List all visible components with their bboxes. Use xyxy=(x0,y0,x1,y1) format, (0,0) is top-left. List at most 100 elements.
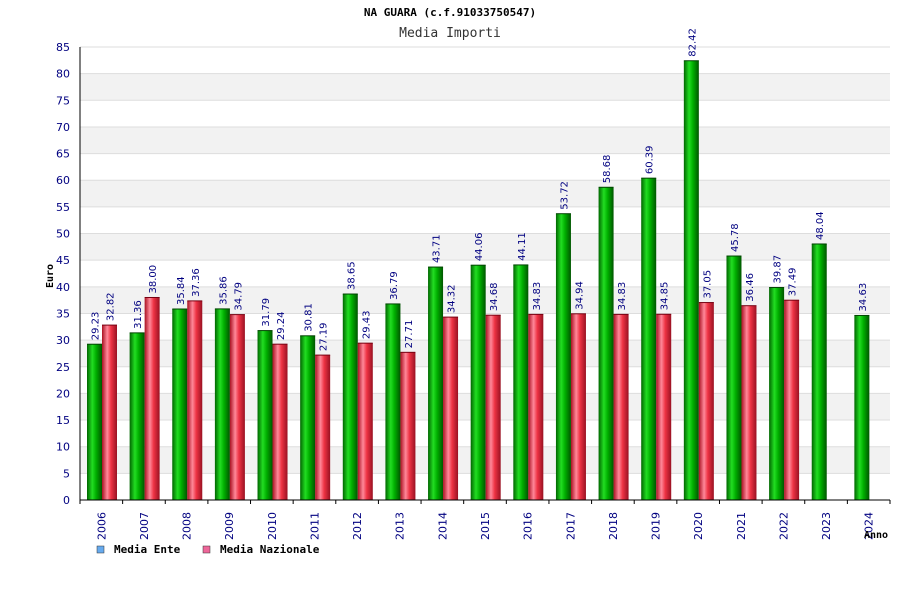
value-label-media-nazionale-2021: 36.46 xyxy=(745,273,756,302)
legend-swatch-media-nazionale xyxy=(202,545,211,554)
value-labels: 29.23 32.82 31.36 38.00 35.84 37.36 35.86 34.79… xyxy=(91,28,869,351)
bar-media-nazionale-2017 xyxy=(570,313,586,500)
legend-label-media-ente: Media Ente xyxy=(114,543,181,556)
background-band xyxy=(80,47,890,74)
bar-media-nazionale-2013 xyxy=(400,352,416,500)
y-tick-label: 25 xyxy=(56,361,70,374)
value-label-media-nazionale-2018: 34.83 xyxy=(617,282,628,311)
value-label-media-ente-2014: 43.71 xyxy=(432,234,443,263)
value-label-media-nazionale-2006: 32.82 xyxy=(106,292,117,321)
bar-media-ente-2008 xyxy=(172,308,188,500)
value-label-media-ente-2017: 53.72 xyxy=(559,181,570,210)
y-tick-label: 10 xyxy=(56,441,70,454)
bar-media-ente-2019 xyxy=(641,178,657,500)
bar-media-ente-2013 xyxy=(385,303,401,500)
x-tick-label: 2006 xyxy=(95,512,108,540)
y-tick-label: 35 xyxy=(56,307,70,320)
y-tick-label: 65 xyxy=(56,148,70,161)
bars xyxy=(87,60,870,501)
y-tick-labels: 0 5 10 15 20 25 30 35 40 45 50 55 60 65 70 75 80 85 xyxy=(56,41,70,507)
bar-media-nazionale-2006 xyxy=(102,325,117,500)
bar-media-ente-2015 xyxy=(470,265,486,500)
bar-media-ente-2010 xyxy=(257,330,273,500)
bar-media-nazionale-2014 xyxy=(443,317,459,500)
y-tick-label: 20 xyxy=(56,387,70,400)
bar-media-ente-2009 xyxy=(214,308,230,500)
x-tick-label: 2011 xyxy=(308,512,321,540)
bar-media-nazionale-2020 xyxy=(698,302,714,500)
value-label-media-ente-2023: 48.04 xyxy=(815,211,826,240)
value-label-media-ente-2008: 35.84 xyxy=(176,276,187,305)
value-label-media-nazionale-2008: 37.36 xyxy=(191,268,202,297)
x-tick-label: 2007 xyxy=(138,512,151,540)
value-label-media-ente-2013: 36.79 xyxy=(389,271,400,300)
background-band xyxy=(80,126,890,154)
y-tick-label: 40 xyxy=(56,281,70,294)
x-tick-label: 2013 xyxy=(394,512,407,540)
y-tick-label: 45 xyxy=(56,254,70,267)
x-tick-label: 2022 xyxy=(777,512,790,540)
y-tick-label: 0 xyxy=(63,494,70,507)
bar-media-nazionale-2007 xyxy=(144,297,160,500)
legend-swatch-media-ente xyxy=(96,545,105,554)
x-tick-label: 2017 xyxy=(564,512,577,540)
value-label-media-nazionale-2007: 38.00 xyxy=(148,265,159,294)
bar-media-ente-2022 xyxy=(769,287,785,500)
bar-media-ente-2011 xyxy=(300,335,316,500)
value-label-media-nazionale-2022: 37.49 xyxy=(788,268,799,297)
value-label-media-ente-2007: 31.36 xyxy=(133,300,144,329)
bar-media-nazionale-2008 xyxy=(187,300,203,500)
x-tick-label: 2009 xyxy=(223,512,236,540)
background-band xyxy=(80,73,890,101)
legend: Media Ente Media Nazionale xyxy=(96,543,320,556)
value-label-media-nazionale-2020: 37.05 xyxy=(702,270,713,299)
bar-media-nazionale-2012 xyxy=(357,343,373,500)
value-label-media-nazionale-2010: 29.24 xyxy=(276,312,287,341)
background-band xyxy=(80,100,890,127)
bar-media-ente-2024 xyxy=(854,315,870,500)
x-tick-labels: 2006 2007 2008 2009 2010 2011 2012 2013 2014 2015… xyxy=(95,512,875,540)
y-tick-label: 70 xyxy=(56,121,70,134)
value-label-media-ente-2022: 39.87 xyxy=(773,255,784,284)
bar-media-nazionale-2009 xyxy=(229,314,245,500)
bar-media-ente-2006 xyxy=(87,344,102,500)
bar-media-nazionale-2015 xyxy=(485,315,501,500)
bar-media-nazionale-2019 xyxy=(656,314,672,500)
bar-media-ente-2007 xyxy=(129,332,145,500)
axes xyxy=(79,47,891,504)
bar-media-nazionale-2016 xyxy=(528,314,544,500)
value-label-media-ente-2012: 38.65 xyxy=(346,261,357,290)
value-label-media-nazionale-2011: 27.19 xyxy=(319,322,330,351)
bar-media-ente-2018 xyxy=(598,187,614,500)
x-tick-label: 2014 xyxy=(436,512,449,540)
y-tick-label: 85 xyxy=(56,41,70,54)
x-tick-label: 2023 xyxy=(820,512,833,540)
chart-subtitle: Media Importi xyxy=(399,26,501,41)
x-tick-label: 2019 xyxy=(650,512,663,540)
value-label-media-ente-2021: 45.78 xyxy=(730,223,741,252)
bar-media-nazionale-2021 xyxy=(741,305,757,500)
x-tick-label: 2024 xyxy=(863,512,876,540)
bar-media-ente-2014 xyxy=(428,267,444,500)
chart-title: NA GUARA (c.f.91033750547) xyxy=(364,6,536,19)
value-label-media-ente-2018: 58.68 xyxy=(602,155,613,184)
x-tick-label: 2010 xyxy=(266,512,279,540)
bar-media-ente-2016 xyxy=(513,264,529,500)
bar-media-nazionale-2018 xyxy=(613,314,629,500)
legend-label-media-nazionale: Media Nazionale xyxy=(220,543,320,556)
background-band xyxy=(80,180,890,207)
y-tick-label: 60 xyxy=(56,174,70,187)
bar-media-nazionale-2022 xyxy=(784,300,800,500)
bar-media-nazionale-2010 xyxy=(272,344,288,500)
y-tick-label: 30 xyxy=(56,334,70,347)
y-tick-label: 75 xyxy=(56,94,70,107)
value-label-media-ente-2011: 30.81 xyxy=(304,303,315,332)
x-tick-label: 2021 xyxy=(735,512,748,540)
bar-media-ente-2017 xyxy=(555,213,571,501)
y-axis-label: Euro xyxy=(45,264,56,288)
background-band xyxy=(80,233,890,261)
x-tick-label: 2020 xyxy=(692,512,705,540)
background-band xyxy=(80,206,890,234)
y-tick-label: 55 xyxy=(56,201,70,214)
